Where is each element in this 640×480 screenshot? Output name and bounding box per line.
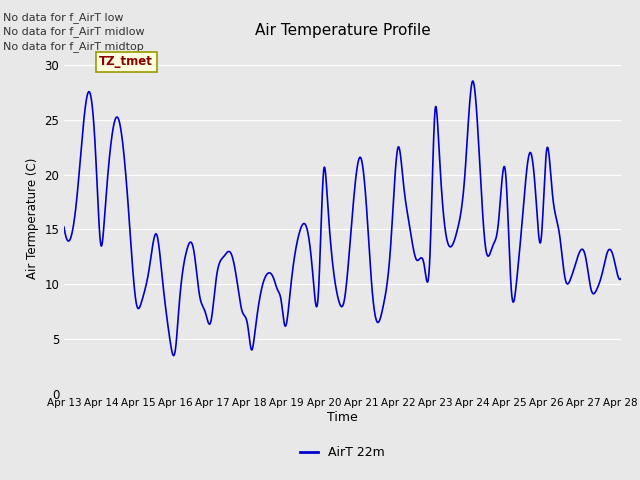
X-axis label: Time: Time: [327, 411, 358, 424]
Legend: AirT 22m: AirT 22m: [294, 442, 390, 465]
Text: No data for f_AirT midtop: No data for f_AirT midtop: [3, 41, 144, 52]
Text: No data for f_AirT midlow: No data for f_AirT midlow: [3, 26, 145, 37]
Text: TZ_tmet: TZ_tmet: [99, 55, 153, 68]
Y-axis label: Air Termperature (C): Air Termperature (C): [26, 158, 38, 279]
Title: Air Temperature Profile: Air Temperature Profile: [255, 23, 430, 38]
Text: No data for f_AirT low: No data for f_AirT low: [3, 12, 124, 23]
